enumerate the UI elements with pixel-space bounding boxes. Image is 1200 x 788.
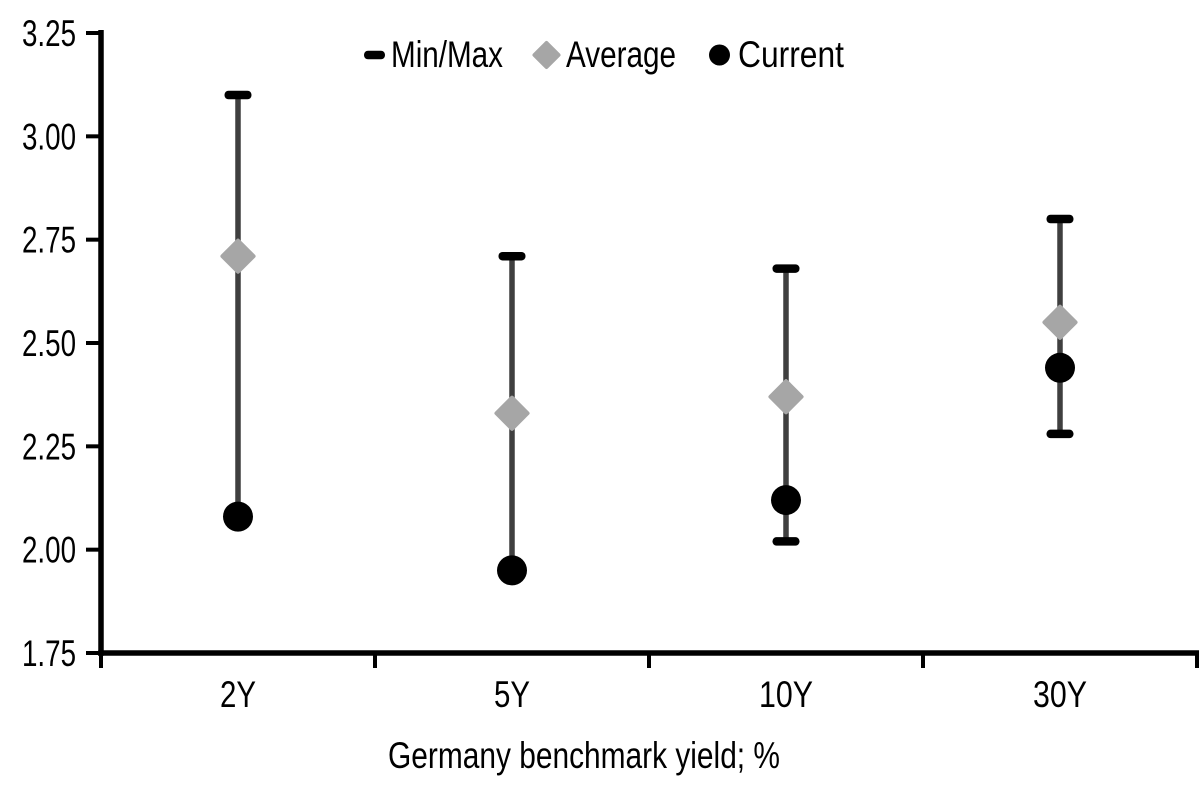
y-tick-label: 2.75	[22, 220, 76, 261]
minmax-dash-icon	[364, 50, 385, 60]
y-tick-label: 2.25	[22, 426, 76, 467]
series-layer	[220, 90, 1078, 586]
average-marker	[220, 238, 256, 274]
y-tick-label: 1.75	[22, 633, 76, 674]
x-tick-label: 10Y	[759, 674, 813, 715]
current-marker	[771, 485, 801, 516]
average-diamond-icon	[532, 40, 561, 70]
min-cap	[772, 537, 800, 546]
max-cap	[498, 251, 526, 261]
average-marker	[494, 395, 530, 431]
current-circle-icon	[709, 44, 730, 66]
y-tick-label: 2.50	[22, 323, 76, 364]
current-marker	[497, 555, 527, 586]
x-tick-label: 5Y	[494, 674, 530, 715]
current-marker	[223, 501, 253, 532]
y-tick-label: 3.00	[22, 116, 76, 157]
max-cap	[224, 90, 252, 100]
x-axis-title: Germany benchmark yield; %	[388, 735, 780, 776]
y-tick-label: 2.00	[22, 530, 76, 571]
legend-label-current: Current	[738, 34, 845, 75]
axes-layer: 1.75 2.00 2.25 2.50 2.75 3.00 3.25 2Y 5Y 10Y 30Y	[22, 13, 1199, 715]
x-tick-label: 2Y	[220, 674, 256, 715]
current-marker	[1045, 352, 1075, 383]
max-cap	[772, 264, 800, 273]
average-marker	[1042, 304, 1078, 340]
legend-label-average: Average	[566, 34, 676, 75]
min-cap	[1046, 429, 1074, 439]
legend-label-minmax: Min/Max	[391, 34, 503, 75]
max-cap	[1046, 214, 1074, 224]
average-marker	[768, 379, 804, 415]
y-tick-label: 3.25	[22, 13, 76, 54]
legend: Min/Max Average Current	[364, 34, 845, 75]
x-tick-label: 30Y	[1033, 674, 1087, 715]
